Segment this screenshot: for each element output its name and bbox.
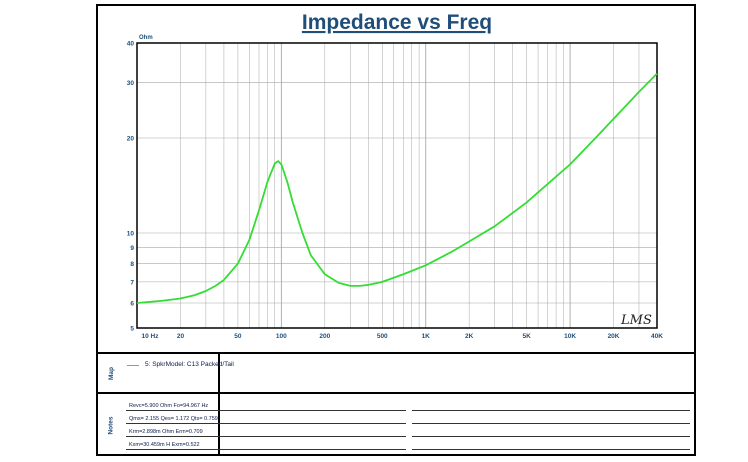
note-line-2: Qms= 2.155 Qes= 1.172 Qts= 0.759 (129, 416, 218, 422)
x-tick-label: 20K (608, 333, 620, 340)
lms-watermark: LMS (620, 313, 652, 328)
map-panel: Map (96, 352, 696, 394)
x-tick-label: 100 (276, 333, 287, 340)
note-line-4: Kxm=30.459m H Exm=0.522 (129, 442, 200, 448)
y-axis-label: Ohm (139, 35, 153, 41)
x-tick-label: 40K (651, 333, 663, 340)
notes-panel: Notes (96, 394, 696, 456)
x-tick-label: 2K (465, 333, 474, 340)
impedance-series-line (136, 72, 658, 304)
map-panel-label: Map (107, 366, 115, 380)
x-tick-label: 1K (422, 333, 431, 340)
notes-separator (218, 394, 220, 456)
legend-entry: 5: SpkrModel: C13 Packed/Tail (145, 361, 234, 368)
x-tick-label: 50 (234, 333, 242, 340)
note-rule (412, 449, 690, 450)
note-line-1: Revc=5.900 Ohm Fo=94.967 Hz (129, 403, 209, 409)
note-rule (126, 436, 406, 437)
x-tick-label: 10 Hz (142, 333, 160, 340)
map-separator (218, 354, 220, 392)
note-rule (126, 410, 406, 411)
x-tick-label: 500 (377, 333, 388, 340)
notes-panel-label: Notes (107, 415, 115, 435)
y-tick-label: 20 (127, 136, 135, 143)
y-tick-label: 8 (130, 261, 134, 268)
note-rule (412, 423, 690, 424)
chart-title: Impedance vs Freq (302, 11, 492, 34)
note-rule (126, 449, 406, 450)
y-tick-label: 9 (130, 245, 134, 252)
y-tick-label: 30 (127, 80, 135, 87)
legend-swatch (127, 365, 139, 366)
y-tick-label: 10 (127, 231, 135, 238)
y-tick-label: 40 (127, 41, 135, 48)
note-line-3: Krm=2.898m Ohm Erm=0.709 (129, 429, 203, 435)
note-rule (412, 436, 690, 437)
x-tick-label: 10K (564, 333, 576, 340)
note-rule (126, 423, 406, 424)
y-tick-label: 6 (130, 301, 134, 308)
x-tick-label: 20 (177, 333, 185, 340)
plot-border (136, 42, 658, 329)
x-tick-label: 200 (319, 333, 330, 340)
note-rule (412, 410, 690, 411)
y-tick-label: 5 (130, 326, 134, 333)
x-tick-label: 5K (522, 333, 531, 340)
y-tick-label: 7 (130, 279, 134, 286)
